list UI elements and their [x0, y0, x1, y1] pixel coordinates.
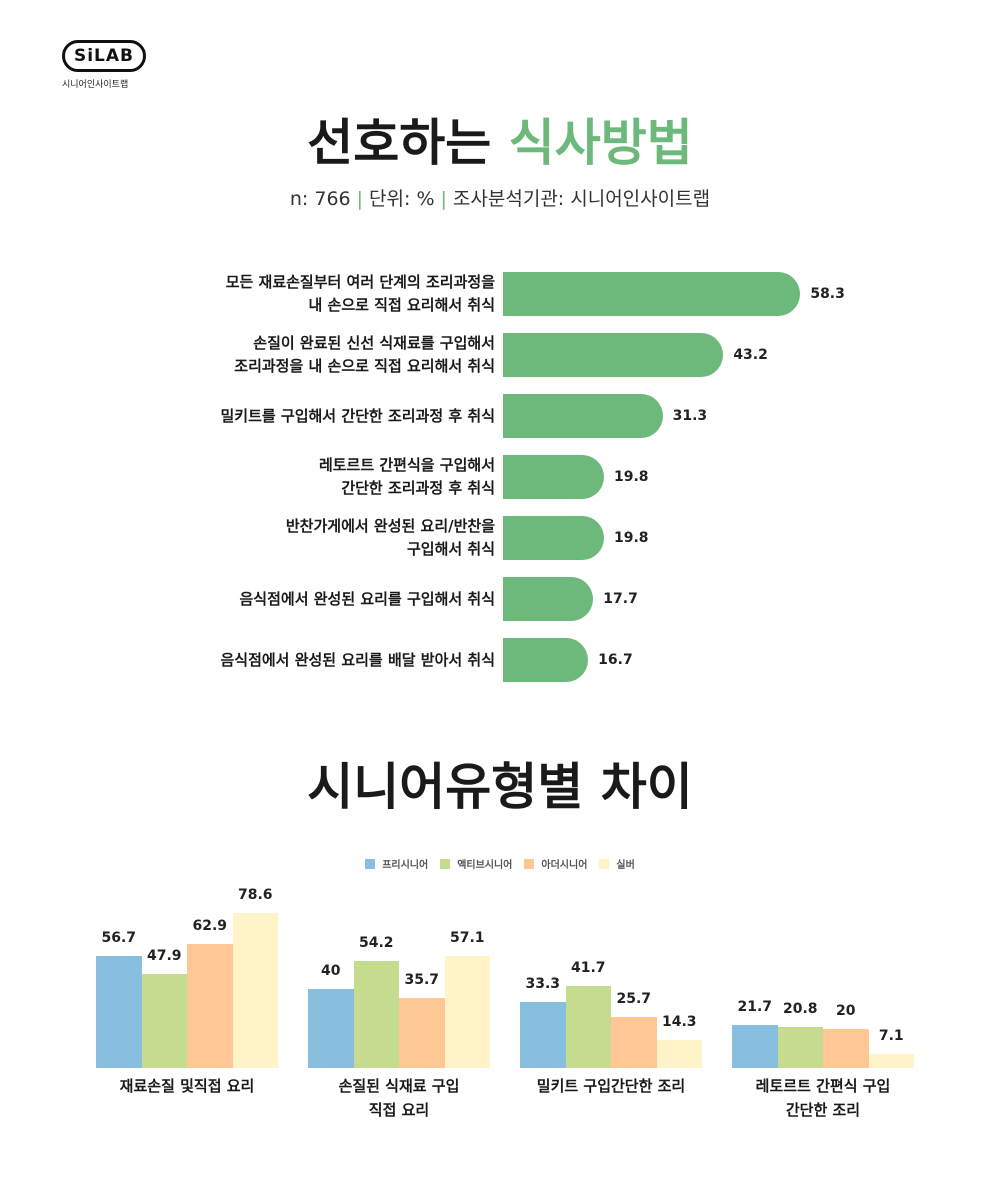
bar [611, 1017, 657, 1068]
section-title: 시니어유형별 차이 [307, 758, 693, 816]
separator: | [356, 188, 364, 210]
chart-legend: 프리시니어 액티브시니어 아더시니어 실버 [0, 856, 1000, 871]
bar [503, 272, 801, 316]
bar-value-label: 25.7 [616, 991, 652, 1008]
bar [308, 989, 354, 1068]
category-label: 레토르트 간편식 구입 간단한 조리 [755, 1077, 891, 1119]
bar-value-label: 33.3 [525, 976, 561, 993]
legend-item: 실버 [599, 856, 635, 871]
bar [777, 1027, 823, 1068]
legend-item: 아더시니어 [524, 856, 587, 871]
bar [503, 455, 604, 499]
bar [96, 956, 142, 1068]
bar [656, 1039, 702, 1068]
bar-value-label: 19.8 [613, 530, 649, 546]
bar [444, 955, 490, 1068]
bar [823, 1028, 869, 1068]
bar-value-label: 19.8 [613, 469, 649, 485]
legend-swatch [365, 858, 376, 869]
legend-label: 프리시니어 [382, 860, 429, 871]
brand-logo: SiLAB 시니어인사이트랩 [62, 40, 162, 90]
bar-value-label: 14.3 [661, 1013, 697, 1030]
logo-mark: SiLAB [62, 40, 146, 72]
bar [187, 944, 233, 1068]
legend-label: 아더시니어 [541, 860, 588, 871]
bar-value-label: 56.7 [101, 930, 137, 947]
bar-value-label: 78.6 [237, 887, 273, 904]
bar-category-label: 음식점에서 완성된 요리를 구입해서 취식 [239, 589, 496, 608]
bar-value-label: 41.7 [570, 959, 606, 976]
bar-value-label: 47.9 [146, 947, 182, 964]
bar-value-label: 16.7 [598, 652, 633, 668]
title-part1: 선호하는 [307, 114, 492, 172]
bar-category-label: 반찬가게에서 완성된 요리/반찬을 구입해서 취식 [285, 517, 495, 558]
legend-label: 액티브시니어 [457, 860, 513, 871]
legend-swatch [440, 858, 451, 869]
logo-subtitle: 시니어인사이트랩 [62, 80, 129, 90]
bar [232, 913, 278, 1068]
bar-value-label: 35.7 [404, 971, 440, 988]
legend-label: 실버 [616, 860, 635, 871]
category-label: 재료손질 및직접 요리 [119, 1077, 255, 1095]
bar [868, 1054, 914, 1068]
survey-info: n: 766 | 단위: % | 조사분석기관: 시니어인사이트랩 [0, 184, 1000, 211]
bar-value-label: 17.7 [603, 591, 638, 607]
bar-category-label: 밀키트를 구입해서 간단한 조리과정 후 취식 [220, 406, 495, 425]
bar-value-label: 40 [321, 963, 341, 980]
page-title: 선호하는 식사방법 [0, 108, 1000, 178]
bar-value-label: 62.9 [192, 918, 228, 935]
bar-value-label: 21.7 [737, 999, 773, 1016]
legend-swatch [599, 858, 610, 869]
bar [503, 577, 594, 621]
sample-size: n: 766 [289, 188, 351, 210]
bar-value-label: 20 [836, 1002, 856, 1019]
bar-category-label: 음식점에서 완성된 요리를 배달 받아서 취식 [220, 650, 495, 669]
bar-value-label: 31.3 [672, 408, 708, 424]
legend-item: 액티브시니어 [440, 856, 512, 871]
bar [141, 973, 187, 1068]
bar [732, 1025, 778, 1068]
bar [503, 333, 724, 377]
bar [353, 961, 399, 1068]
unit-info: 단위: % [369, 188, 435, 210]
bar-category-label: 손질이 완료된 신선 식재료를 구입해서 조리과정을 내 손으로 직접 요리해서… [234, 334, 495, 375]
bar-value-label: 20.8 [782, 1001, 818, 1018]
bar [399, 997, 445, 1068]
bar [503, 394, 663, 438]
bar-value-label: 43.2 [733, 347, 768, 363]
source-info: 조사분석기관: 시니어인사이트랩 [452, 188, 711, 210]
category-label: 밀키트 구입간단한 조리 [536, 1077, 686, 1095]
legend-item: 프리시니어 [365, 856, 428, 871]
bar-value-label: 58.3 [810, 286, 845, 302]
separator: | [440, 188, 447, 210]
bar [520, 1002, 566, 1068]
category-label: 손질된 식재료 구입 직접 요리 [338, 1077, 460, 1119]
bar-value-label: 57.1 [449, 929, 485, 946]
title-part2: 식사방법 [508, 114, 693, 172]
bar-category-label: 레토르트 간편식을 구입해서 간단한 조리과정 후 취식 [318, 456, 495, 497]
bar [565, 985, 611, 1068]
bar [503, 638, 589, 682]
bar-category-label: 모든 재료손질부터 여러 단계의 조리과정을 내 손으로 직접 요리해서 취식 [225, 273, 495, 314]
bar-value-label: 7.1 [878, 1028, 904, 1044]
legend-swatch [524, 858, 535, 869]
bar [503, 516, 604, 560]
bar-value-label: 54.2 [358, 935, 394, 952]
